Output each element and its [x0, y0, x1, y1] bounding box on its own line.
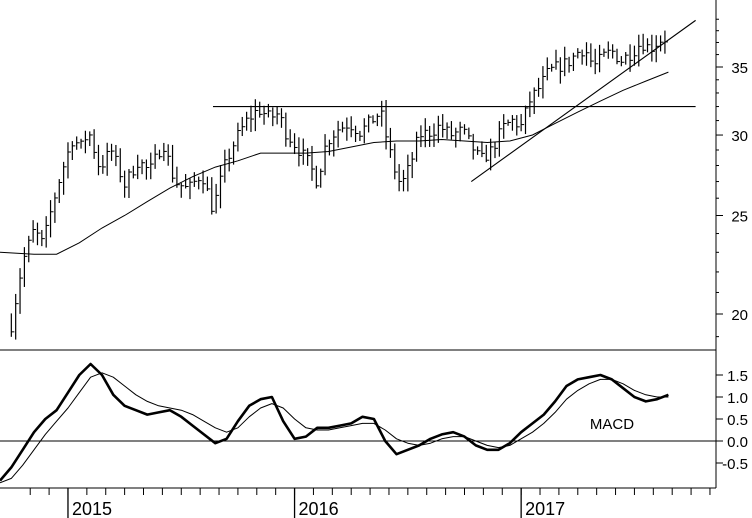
trendline-line: [470, 19, 696, 182]
macd-panel: 1.5 1.0 0.5 0.0 -0.5 MACD: [0, 362, 748, 484]
macd-tick-label-2: 0.5: [727, 412, 748, 429]
price-tick-label-2: 30: [731, 128, 748, 145]
moving-average-line: [0, 71, 669, 255]
macd-tick-label-0: 1.5: [727, 368, 748, 385]
macd-tick-label-1: 1.0: [727, 390, 748, 407]
x-tick-label-2015: 2015: [72, 499, 112, 518]
macd-series-thick: [0, 362, 669, 482]
price-tick-label-1: 25: [731, 209, 748, 226]
x-axis: 2015 2016 2017: [0, 487, 716, 518]
macd-tick-label-3: 0.0: [727, 434, 748, 451]
x-tick-label-2017: 2017: [525, 499, 565, 518]
macd-series-thin: [0, 372, 669, 484]
price-tick-label-3: 35: [731, 60, 748, 77]
price-tick-label-0: 20: [731, 307, 748, 324]
price-panel: 20 25 30 35: [0, 0, 748, 488]
macd-tick-label-4: -0.5: [722, 456, 748, 473]
macd-label: MACD: [590, 416, 634, 433]
x-tick-label-2016: 2016: [299, 499, 339, 518]
